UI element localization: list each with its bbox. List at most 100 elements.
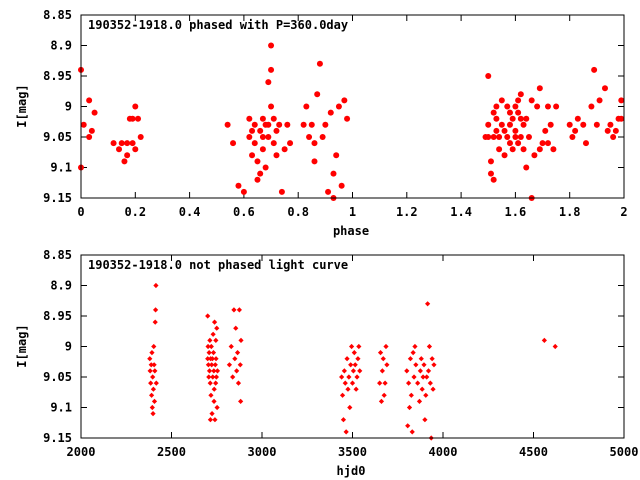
unphased-data-point: [412, 343, 418, 350]
phased-data-point: [528, 97, 535, 104]
phased-data-point: [493, 127, 500, 134]
unphased-ytick-label: 8.95: [43, 309, 72, 323]
phased-xtick-label: 1.4: [450, 205, 472, 219]
phased-data-point: [496, 134, 503, 140]
phased-data-point: [487, 158, 494, 165]
phased-data-point: [246, 115, 253, 122]
phased-data-point: [515, 97, 522, 104]
phased-data-point: [542, 127, 549, 134]
phased-data-point: [303, 103, 310, 110]
unphased-data-point: [413, 362, 419, 368]
phased-data-point: [129, 140, 136, 147]
unphased-data-point: [234, 350, 241, 356]
unphased-ytick-label: 9.05: [43, 370, 72, 384]
unphased-data-point: [417, 368, 423, 374]
unphased-data-point: [406, 380, 412, 386]
phased-data-point: [607, 121, 614, 128]
unphased-data-point: [207, 417, 214, 423]
phased-data-point: [509, 146, 516, 153]
phased-data-point: [240, 188, 247, 195]
unphased-data-point: [235, 380, 242, 386]
unphased-data-point: [205, 313, 211, 319]
phased-data-point: [341, 97, 348, 104]
unphased-data-point: [212, 417, 218, 423]
phased-data-point: [273, 152, 280, 159]
phased-xtick-label: 0.2: [124, 205, 146, 219]
phased-data-point: [265, 121, 272, 128]
unphased-ytick-label: 8.85: [43, 248, 72, 262]
unphased-data-point: [418, 356, 424, 362]
phased-data-point: [601, 85, 608, 92]
phased-data-point: [618, 115, 625, 122]
unphased-xtick-label: 3000: [248, 445, 277, 459]
phased-data-point: [515, 109, 522, 116]
phased-xlabel: phase: [333, 224, 369, 238]
phased-data-point: [550, 146, 557, 153]
unphased-xtick-label: 2500: [157, 445, 186, 459]
unphased-data-point: [347, 404, 353, 411]
phased-data-point: [249, 152, 256, 159]
unphased-data-point: [353, 386, 359, 392]
unphased-data-point: [416, 398, 423, 404]
unphased-data-point: [238, 337, 244, 343]
phased-data-point: [506, 109, 513, 116]
unphased-data-point: [238, 398, 244, 404]
phased-data-point: [121, 158, 128, 165]
phased-ytick-label: 9.05: [43, 130, 72, 144]
unphased-data-point: [211, 319, 218, 325]
unphased-xtick-label: 2000: [67, 445, 96, 459]
phased-data-point: [311, 140, 318, 147]
unphased-data-point: [409, 429, 415, 435]
unphased-xtick-label: 3500: [338, 445, 367, 459]
phased-data-point: [490, 109, 497, 116]
unphased-data-point: [210, 331, 216, 337]
phased-xtick-label: 0.4: [179, 205, 201, 219]
unphased-data-point: [149, 404, 155, 411]
unphased-data-point: [381, 392, 387, 398]
unphased-data-point: [346, 374, 352, 380]
unphased-data-point: [541, 337, 547, 343]
phased-data-point: [265, 79, 272, 86]
unphased-data-point: [340, 417, 347, 423]
phased-data-point: [509, 115, 516, 122]
phased-data-point: [512, 127, 519, 134]
unphased-data-point: [236, 307, 242, 313]
unphased-ytick-label: 8.9: [50, 279, 72, 293]
phased-ytick-label: 8.85: [43, 8, 72, 22]
unphased-data-point: [212, 362, 218, 368]
phased-data-point: [512, 134, 519, 140]
unphased-data-point: [147, 368, 153, 374]
phased-plot-frame: [80, 14, 625, 199]
phased-data-point: [485, 134, 492, 140]
phased-data-point: [517, 115, 524, 122]
unphased-data-point: [351, 350, 357, 356]
phased-data-point: [335, 103, 342, 110]
unphased-data-point: [152, 319, 158, 325]
unphased-ytick-label: 9.15: [43, 431, 72, 445]
phased-xtick-label: 1.8: [559, 205, 581, 219]
phased-data-point: [268, 103, 275, 110]
unphased-data-point: [209, 356, 216, 362]
unphased-data-point: [423, 392, 429, 398]
phased-data-point: [591, 66, 598, 73]
unphased-data-point: [342, 380, 348, 386]
phased-data-point: [531, 152, 538, 159]
unphased-data-point: [205, 362, 212, 368]
phased-data-point: [504, 103, 511, 110]
phased-data-point: [490, 176, 497, 183]
phased-data-point: [580, 121, 587, 128]
phased-data-point: [547, 121, 554, 128]
phased-data-point: [287, 140, 294, 147]
unphased-data-point: [148, 392, 155, 398]
unphased-data-point: [150, 386, 156, 392]
unphased-data-point: [213, 380, 219, 386]
phased-data-point: [300, 121, 307, 128]
phased-data-point: [262, 164, 269, 171]
phased-data-point: [270, 140, 277, 147]
phased-data-point: [582, 140, 589, 147]
unphased-data-point: [356, 343, 362, 350]
unphased-data-point: [354, 374, 360, 380]
unphased-data-point: [210, 374, 216, 380]
unphased-data-point: [211, 398, 217, 404]
unphased-data-point: [552, 343, 558, 350]
